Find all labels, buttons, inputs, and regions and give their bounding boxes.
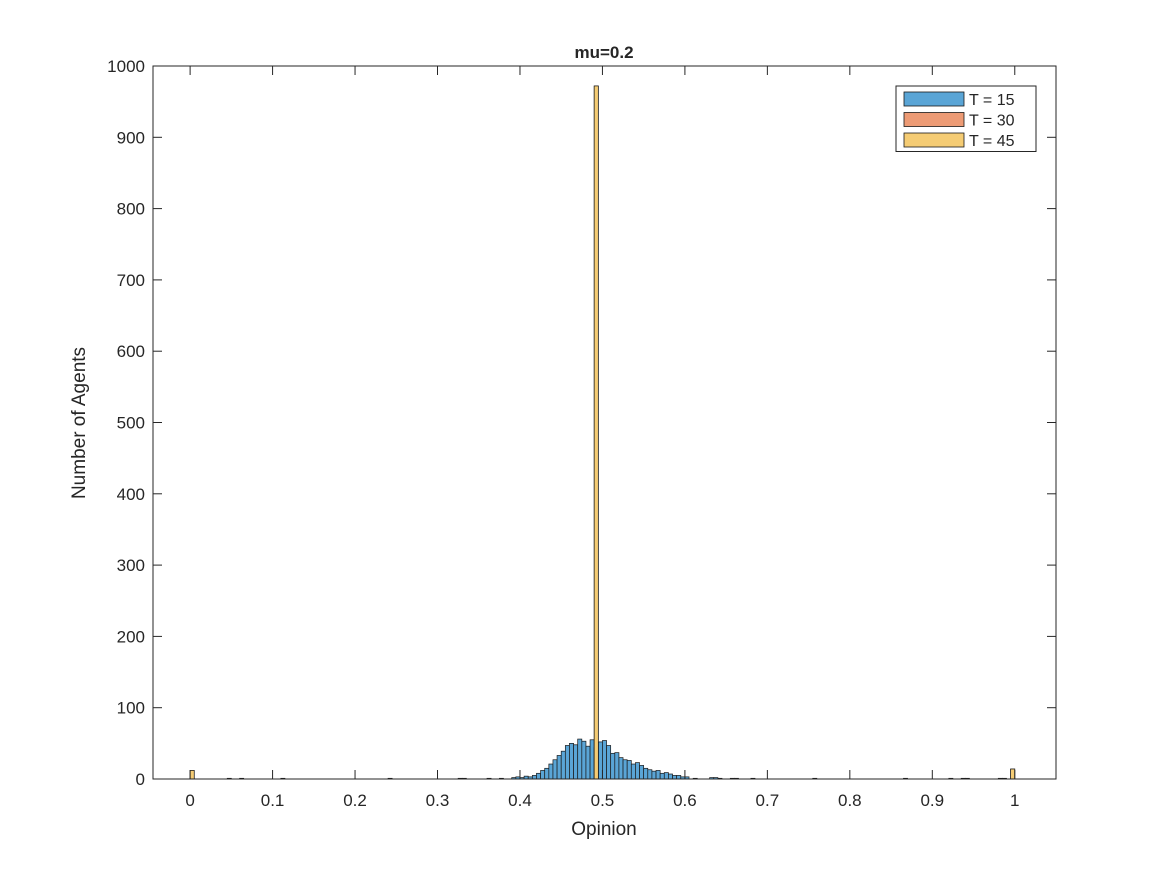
bar-t15-18 [548,763,554,780]
bar-t15-34 [614,752,620,780]
bar-t15-28 [589,739,595,780]
y-tick-label: 100 [117,699,145,718]
bar-t45-0 [189,770,195,780]
y-tick-label: 1000 [107,57,145,76]
x-tick-label: 0.6 [673,791,697,810]
legend: T = 15 T = 30 T = 45 [895,85,1037,152]
y-tick-label: 0 [136,770,145,789]
legend-label: T = 15 [969,92,1015,109]
x-tick-label: 0.5 [591,791,615,810]
bar-t15-45 [659,772,665,780]
x-tick-label: 1 [1010,791,1019,810]
bar-t15-48 [672,775,678,780]
bar-t15-16 [540,770,546,780]
bar-t15-46 [663,772,669,780]
bar-t15-14 [531,775,537,780]
y-tick-label: 900 [117,128,145,147]
x-tick-label: 0 [185,791,194,810]
y-tick-label: 500 [117,414,145,433]
y-tick-label: 300 [117,556,145,575]
y-tick-label: 200 [117,627,145,646]
bar-t15-37 [626,760,632,780]
y-tick-label: 600 [117,342,145,361]
bar-t15-33 [610,752,616,780]
bar-t15-41 [643,767,649,780]
x-tick-label: 0.3 [426,791,450,810]
x-tick-label: 0.2 [343,791,367,810]
bar-t45-1 [593,85,599,780]
bar-t15-17 [544,767,550,780]
bar-t15-27 [585,745,591,780]
ticks-layer: 0 0.1 0.2 0.3 0.4 0.5 0.6 0.7 0.8 0.9 1 0 100 200 300 4… [107,57,1056,810]
bar-t15-20 [556,755,562,780]
bar-t15-47 [668,773,673,780]
x-tick-label: 0.4 [508,791,532,810]
bar-t15-31 [602,740,607,780]
bar-t15-38 [630,763,636,780]
bar-t15-19 [552,759,558,780]
chart-title: mu=0.2 [574,43,633,62]
bar-t15-26 [581,740,587,780]
x-tick-label: 0.9 [920,791,944,810]
bar-t15-15 [536,772,541,780]
y-tick-label: 700 [117,271,145,290]
bar-t15-25 [577,738,583,780]
x-tick-label: 0.1 [261,791,285,810]
x-tick-label: 0.8 [838,791,862,810]
bar-t15-32 [606,745,612,780]
y-tick-label: 800 [117,200,145,219]
legend-swatch [903,112,965,127]
x-tick-label: 0.7 [756,791,780,810]
legend-swatch [903,91,965,107]
legend-swatch [903,132,965,148]
bar-t15-36 [622,759,628,780]
bar-t15-22 [564,745,570,780]
bar-t15-39 [635,762,640,780]
legend-label: T = 45 [969,133,1015,150]
bar-t15-35 [618,757,624,780]
bar-t15-21 [560,750,566,780]
bar-t15-24 [573,744,579,780]
bar-t15-40 [639,765,645,780]
y-tick-label: 400 [117,485,145,504]
bar-t15-30 [597,741,603,780]
bar-t15-23 [569,742,574,780]
legend-label: T = 30 [969,113,1015,130]
bar-t15-42 [647,769,653,780]
bar-t15-43 [651,770,657,780]
bar-t15-44 [655,770,661,780]
y-axis-label: Number of Agents [69,347,90,499]
x-axis-label: Opinion [571,819,637,840]
bar-t45-2 [1010,768,1016,780]
bar-t15-49 [676,775,682,780]
